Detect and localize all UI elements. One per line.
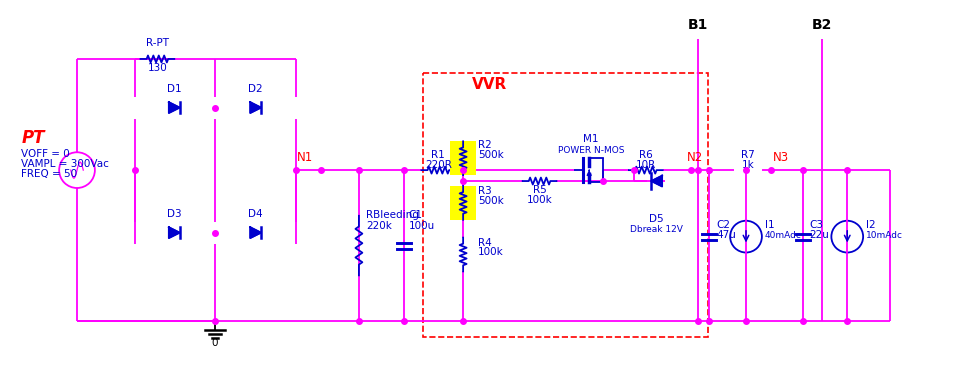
Text: I1: I1: [765, 220, 775, 230]
Text: FREQ = 50: FREQ = 50: [21, 169, 78, 179]
Text: N1: N1: [297, 151, 314, 164]
Text: M1: M1: [583, 134, 599, 144]
Text: 0: 0: [212, 338, 219, 348]
Text: 22u: 22u: [809, 230, 830, 240]
Text: 47u: 47u: [716, 230, 737, 240]
Text: 100k: 100k: [478, 248, 503, 257]
Text: Dbreak 12V: Dbreak 12V: [630, 225, 683, 234]
Text: I2: I2: [866, 220, 876, 230]
Text: 220R: 220R: [425, 160, 452, 170]
Text: C1: C1: [409, 210, 423, 220]
Text: 1k: 1k: [741, 160, 755, 170]
Text: B2: B2: [812, 18, 832, 32]
Text: R6: R6: [639, 150, 653, 160]
Text: RBleeding: RBleeding: [365, 210, 419, 220]
Polygon shape: [250, 102, 261, 113]
Text: VVR: VVR: [472, 77, 507, 92]
Text: R2: R2: [478, 140, 492, 150]
Text: 100k: 100k: [526, 195, 552, 205]
Polygon shape: [651, 175, 662, 187]
Text: VAMPL = 300Vac: VAMPL = 300Vac: [21, 159, 109, 169]
Text: R4: R4: [478, 237, 492, 248]
Text: 10mAdc: 10mAdc: [866, 231, 903, 240]
Text: PT: PT: [21, 129, 45, 147]
Text: D2: D2: [248, 84, 263, 94]
Polygon shape: [169, 227, 179, 238]
Text: B1: B1: [689, 18, 709, 32]
Text: N2: N2: [687, 151, 703, 164]
Text: 220k: 220k: [365, 221, 391, 231]
Text: C2: C2: [716, 220, 730, 230]
Text: 100u: 100u: [409, 221, 434, 231]
FancyBboxPatch shape: [450, 141, 476, 175]
Text: VOFF = 0: VOFF = 0: [21, 149, 70, 159]
Text: 500k: 500k: [478, 196, 503, 206]
Text: R7: R7: [741, 150, 755, 160]
Text: D4: D4: [248, 209, 263, 219]
Text: D3: D3: [167, 209, 181, 219]
Text: D1: D1: [167, 84, 181, 94]
Text: R3: R3: [478, 186, 492, 196]
Text: 500k: 500k: [478, 150, 503, 160]
Text: C3: C3: [809, 220, 824, 230]
Text: 10R: 10R: [636, 160, 656, 170]
Polygon shape: [169, 102, 179, 113]
Text: R-PT: R-PT: [146, 38, 169, 48]
FancyBboxPatch shape: [450, 186, 476, 220]
Text: D5: D5: [649, 214, 664, 224]
Text: R1: R1: [432, 150, 445, 160]
Text: R5: R5: [532, 185, 547, 195]
Text: 130: 130: [148, 63, 167, 73]
Text: 40mAdc: 40mAdc: [765, 231, 802, 240]
Text: POWER N-MOS: POWER N-MOS: [558, 146, 624, 155]
Polygon shape: [250, 227, 261, 238]
Text: N3: N3: [773, 151, 789, 164]
